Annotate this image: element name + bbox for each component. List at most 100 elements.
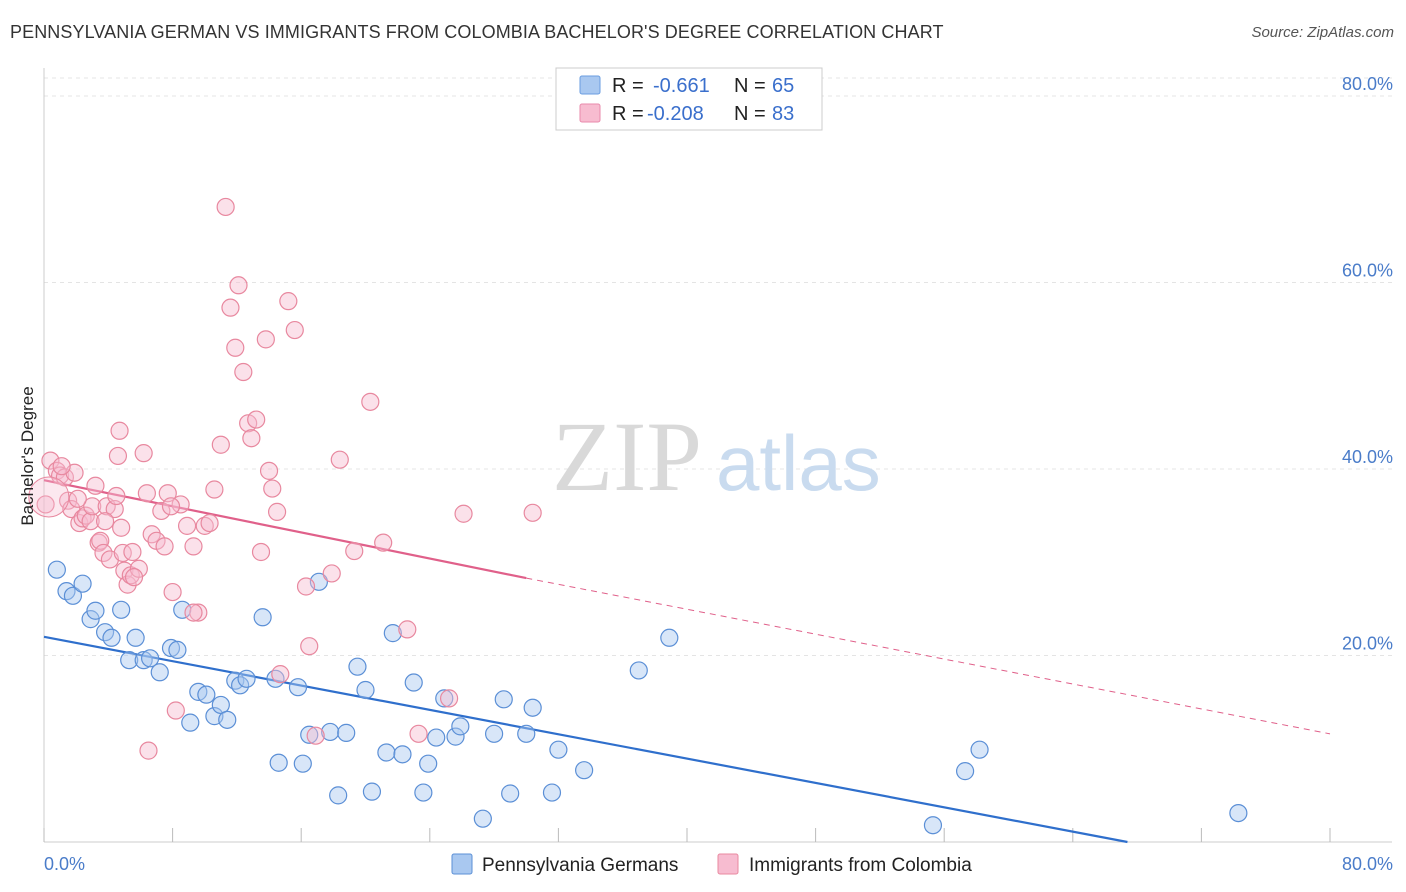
legend-n-value-1: 83: [772, 103, 794, 125]
bottom-legend-label-1: Immigrants from Colombia: [749, 855, 972, 876]
point-series-1: [68, 489, 87, 508]
point-series-0: [63, 586, 83, 605]
point-series-0: [348, 657, 367, 676]
point-series-0: [419, 754, 438, 773]
point-series-0: [501, 784, 520, 803]
point-series-0: [102, 628, 121, 647]
point-series-1: [251, 542, 271, 562]
watermark: ZIP atlas: [552, 401, 881, 512]
trend-line-0: [43, 635, 1128, 844]
point-series-0: [120, 651, 139, 670]
point-series-1: [76, 506, 95, 525]
point-series-0: [549, 740, 568, 759]
point-series-1: [267, 502, 287, 521]
point-series-1: [134, 444, 153, 463]
point-series-1: [161, 497, 181, 516]
legend-n-label-0: N =: [734, 75, 766, 97]
y-axis-label: Bachelor's Degree: [18, 386, 37, 525]
point-series-0: [253, 608, 272, 627]
point-series-1: [81, 512, 100, 531]
point-series-0: [140, 649, 160, 668]
point-series-0: [231, 676, 250, 695]
x-tick-label-min: 0.0%: [44, 854, 85, 874]
legend-r-label-0: R =: [612, 75, 644, 97]
point-series-1: [216, 197, 235, 217]
chart-title: PENNSYLVANIA GERMAN VS IMMIGRANTS FROM C…: [10, 22, 944, 42]
legend-r-value-1: -0.208: [647, 103, 704, 125]
point-series-1: [242, 429, 261, 448]
point-series-0: [575, 761, 594, 780]
point-series-1: [279, 292, 298, 311]
bottom-legend-swatch-1: [717, 853, 739, 875]
x-tick-label-max: 80.0%: [1342, 854, 1393, 874]
point-series-0: [485, 724, 504, 743]
point-series-1: [200, 513, 219, 533]
point-series-1: [184, 537, 203, 556]
point-series-0: [542, 783, 562, 802]
point-series-0: [414, 783, 433, 802]
point-series-1: [124, 568, 144, 587]
point-series-1: [296, 577, 316, 596]
bottom-legend-swatch-0: [451, 853, 473, 875]
point-series-0: [81, 610, 100, 629]
point-series-1: [330, 450, 349, 469]
trend-line-dashed-1: [526, 577, 1331, 735]
point-series-0: [47, 560, 66, 579]
point-series-0: [181, 713, 200, 732]
point-series-1: [221, 298, 240, 317]
point-series-1: [166, 701, 185, 720]
point-series-1: [107, 486, 126, 506]
point-series-0: [134, 651, 153, 670]
point-series-1: [163, 582, 182, 602]
watermark-atlas: atlas: [716, 419, 881, 507]
point-series-0: [321, 722, 340, 742]
point-series-1: [271, 665, 290, 684]
point-series-1: [137, 484, 156, 503]
legend-swatch-0: [579, 75, 601, 95]
point-series-1: [86, 476, 105, 495]
point-series-1: [259, 461, 279, 480]
point-series-1: [177, 516, 197, 535]
y-tick-label: 80.0%: [1342, 74, 1393, 94]
point-series-1: [155, 537, 174, 556]
point-series-0: [126, 628, 145, 647]
point-series-1: [409, 724, 428, 743]
point-series-1: [52, 457, 71, 476]
point-series-0: [197, 685, 216, 704]
point-series-1: [108, 446, 128, 466]
point-series-1: [195, 516, 214, 535]
point-series-1: [374, 533, 393, 552]
point-series-0: [377, 743, 396, 762]
y-tick-label: 40.0%: [1342, 447, 1393, 467]
watermark-zip: ZIP: [552, 401, 702, 512]
point-series-0: [970, 740, 989, 759]
point-series-0: [329, 786, 348, 805]
point-series-0: [300, 725, 319, 744]
point-series-0: [356, 680, 375, 700]
point-series-1: [152, 501, 171, 521]
point-series-0: [288, 678, 308, 697]
point-series-1: [110, 421, 129, 440]
point-series-1: [229, 276, 248, 295]
chart-source: Source: ZipAtlas.com: [1251, 24, 1394, 41]
point-series-0: [427, 728, 446, 747]
point-series-1: [211, 435, 230, 454]
point-series-1: [361, 392, 380, 411]
point-series-1: [184, 603, 203, 622]
point-series-0: [629, 661, 648, 680]
point-series-0: [393, 745, 412, 764]
point-series-0: [161, 638, 181, 658]
point-series-0: [660, 628, 679, 647]
point-series-0: [451, 717, 470, 736]
point-series-0: [446, 727, 465, 746]
point-series-1: [83, 497, 102, 516]
point-series-0: [86, 601, 105, 620]
point-series-0: [168, 640, 187, 659]
point-series-1: [123, 542, 142, 562]
point-series-0: [150, 663, 169, 682]
point-series-1: [129, 559, 148, 578]
point-series-1: [285, 320, 304, 340]
point-series-0: [362, 782, 382, 801]
point-series-1: [256, 330, 275, 349]
